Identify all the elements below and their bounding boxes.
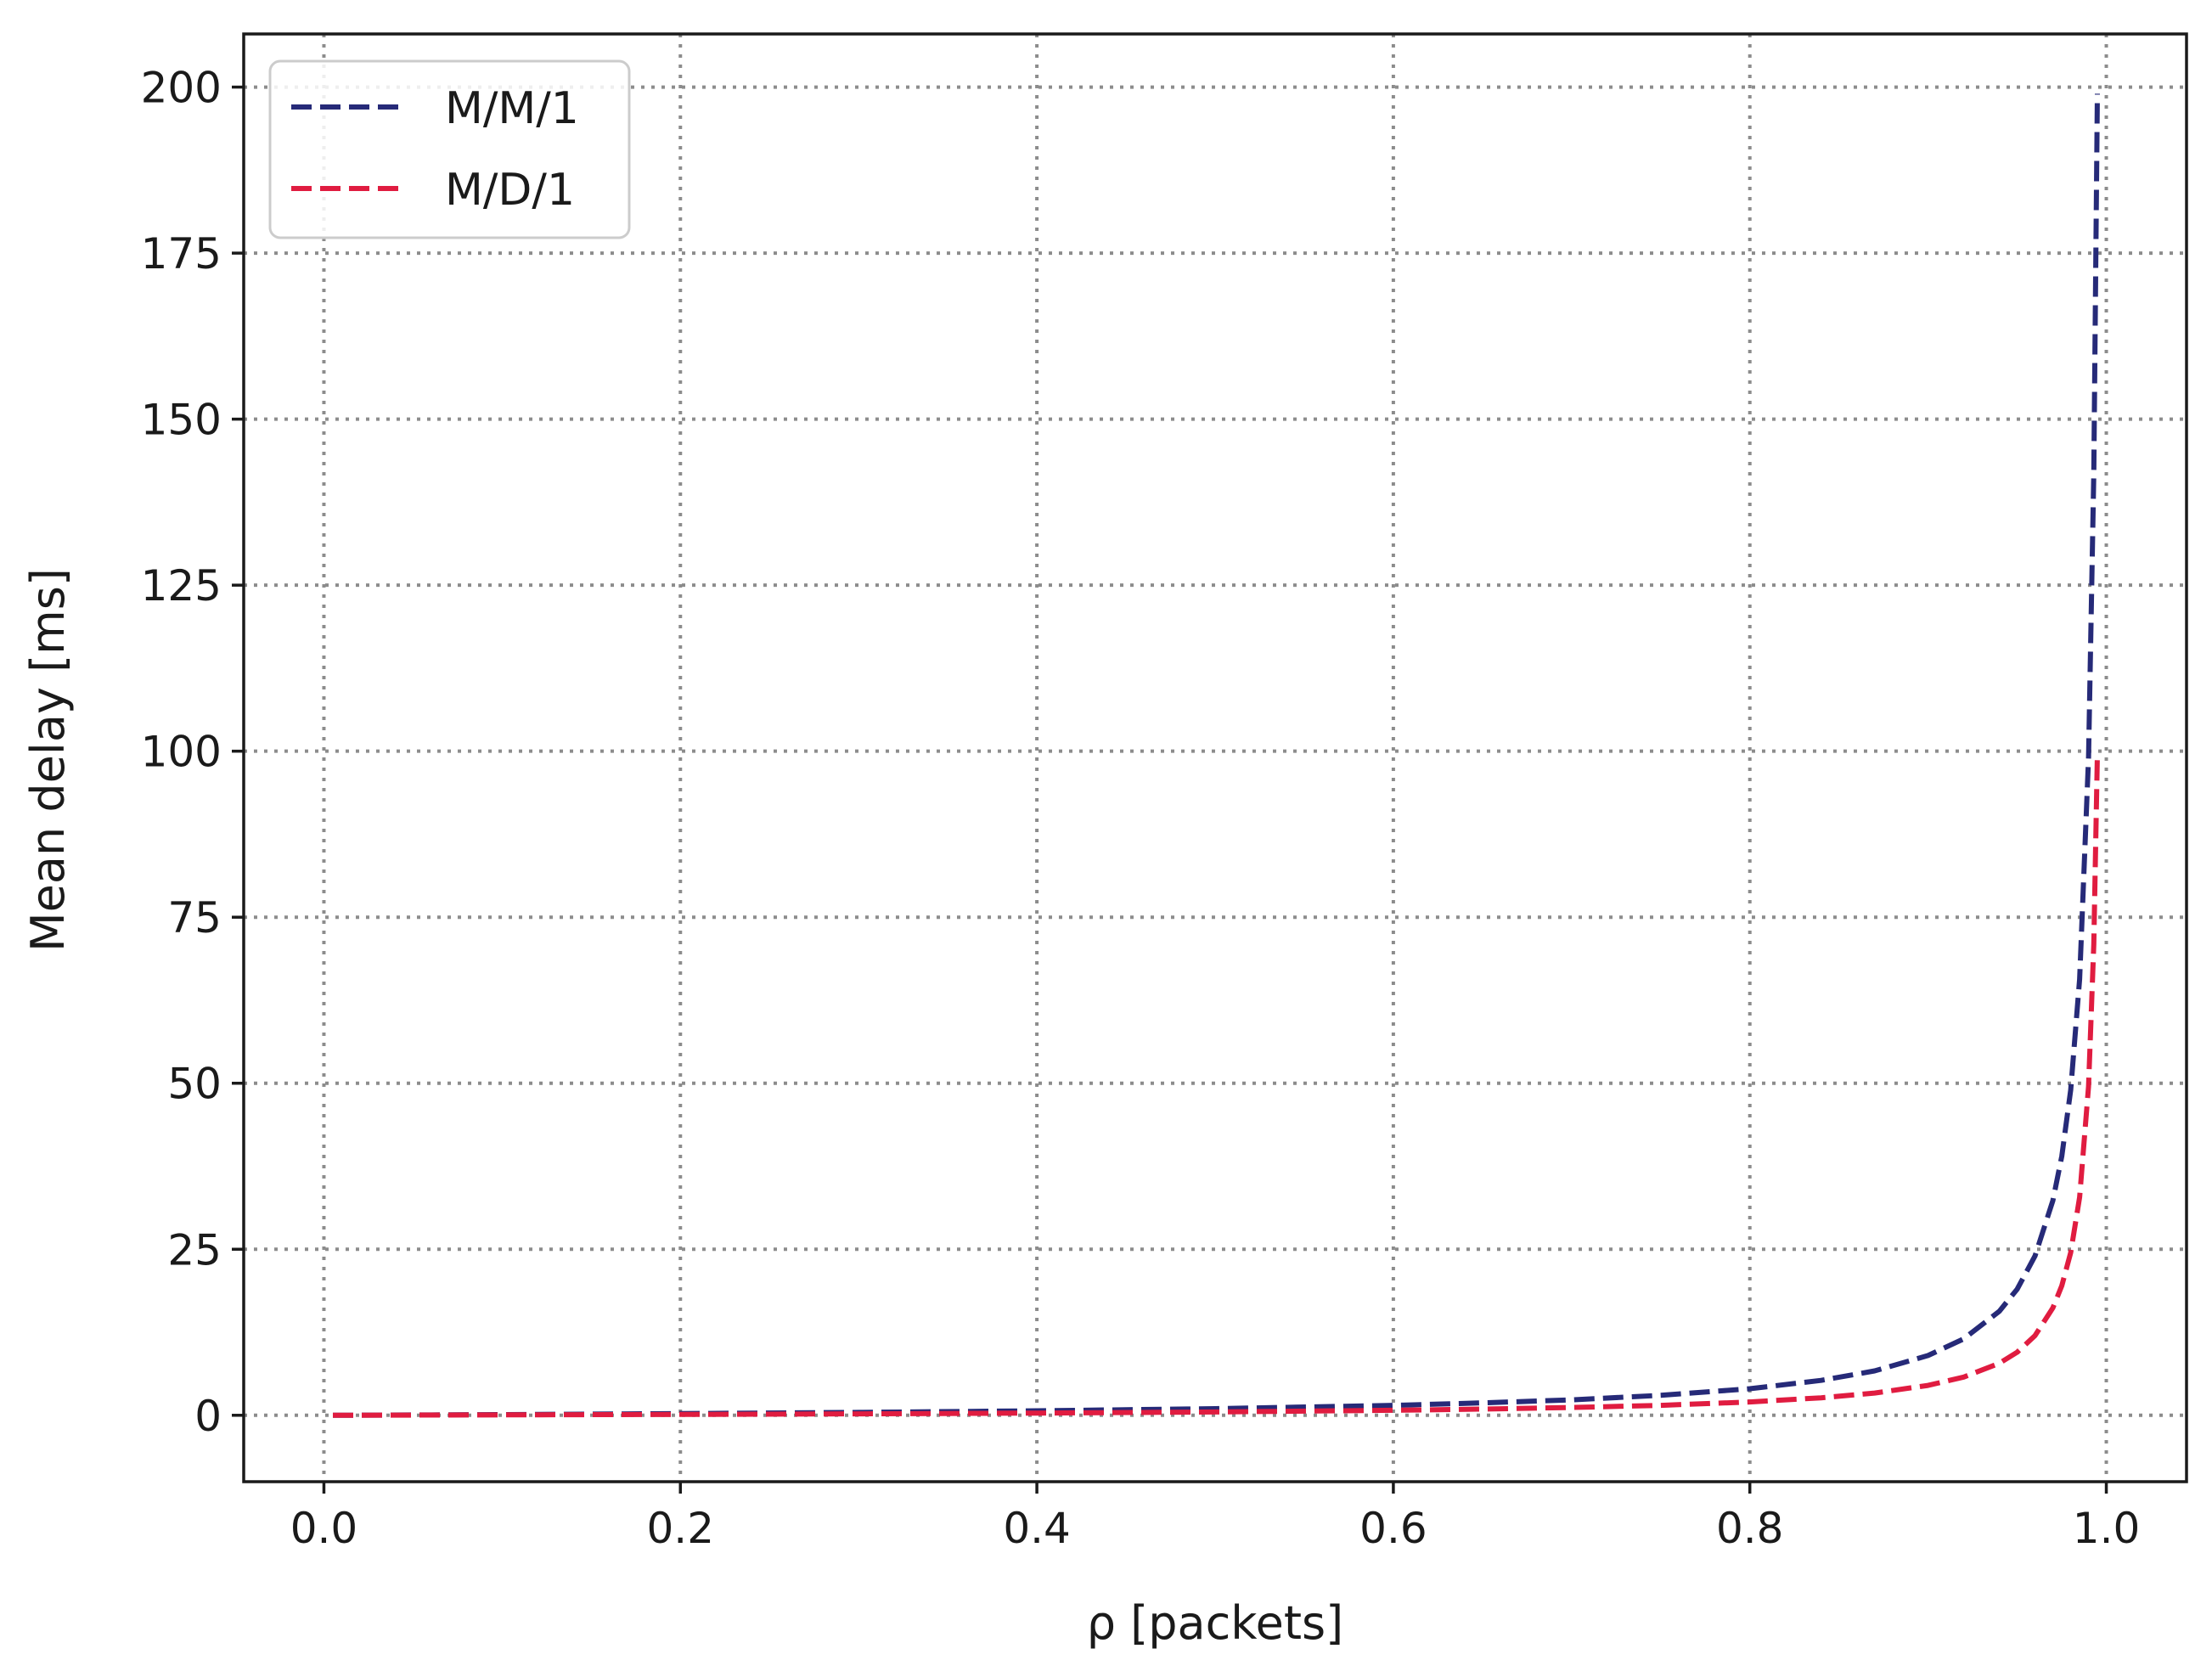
legend-label-mm1: M/M/1 xyxy=(445,83,579,134)
x-tick-label: 0.8 xyxy=(1716,1504,1784,1553)
x-tick-label: 0.6 xyxy=(1359,1504,1427,1553)
y-tick-label: 0 xyxy=(194,1392,222,1441)
legend-label-md1: M/D/1 xyxy=(445,165,575,216)
y-axis-label: Mean delay [ms] xyxy=(21,568,75,952)
y-tick-label: 25 xyxy=(167,1225,222,1275)
x-tick-label: 0.2 xyxy=(647,1504,715,1553)
plot-frame xyxy=(242,32,2188,1483)
x-tick-label: 0.0 xyxy=(290,1504,358,1553)
y-tick-label: 50 xyxy=(167,1060,222,1109)
x-tick-label: 0.4 xyxy=(1003,1504,1071,1553)
y-tick-label: 75 xyxy=(167,893,222,943)
y-axis-ticks: 0 25 50 75 100 125 150 175 200 xyxy=(141,64,244,1441)
x-tick-label: 1.0 xyxy=(2073,1504,2141,1553)
grid-lines xyxy=(244,34,2187,1482)
y-tick-label: 150 xyxy=(141,396,222,445)
x-axis-label: ρ [packets] xyxy=(1087,1596,1344,1650)
series-layer xyxy=(332,93,2100,1418)
y-tick-label: 175 xyxy=(141,229,222,279)
series-line-md1 xyxy=(332,754,2100,1418)
y-tick-label: 100 xyxy=(141,728,222,777)
plot-area xyxy=(244,34,2187,1482)
x-axis-ticks: 0.0 0.2 0.4 0.6 0.8 1.0 xyxy=(290,1482,2141,1553)
y-tick-label: 125 xyxy=(141,561,222,611)
legend: M/M/1 M/D/1 xyxy=(268,59,631,239)
y-tick-label: 200 xyxy=(141,64,222,113)
